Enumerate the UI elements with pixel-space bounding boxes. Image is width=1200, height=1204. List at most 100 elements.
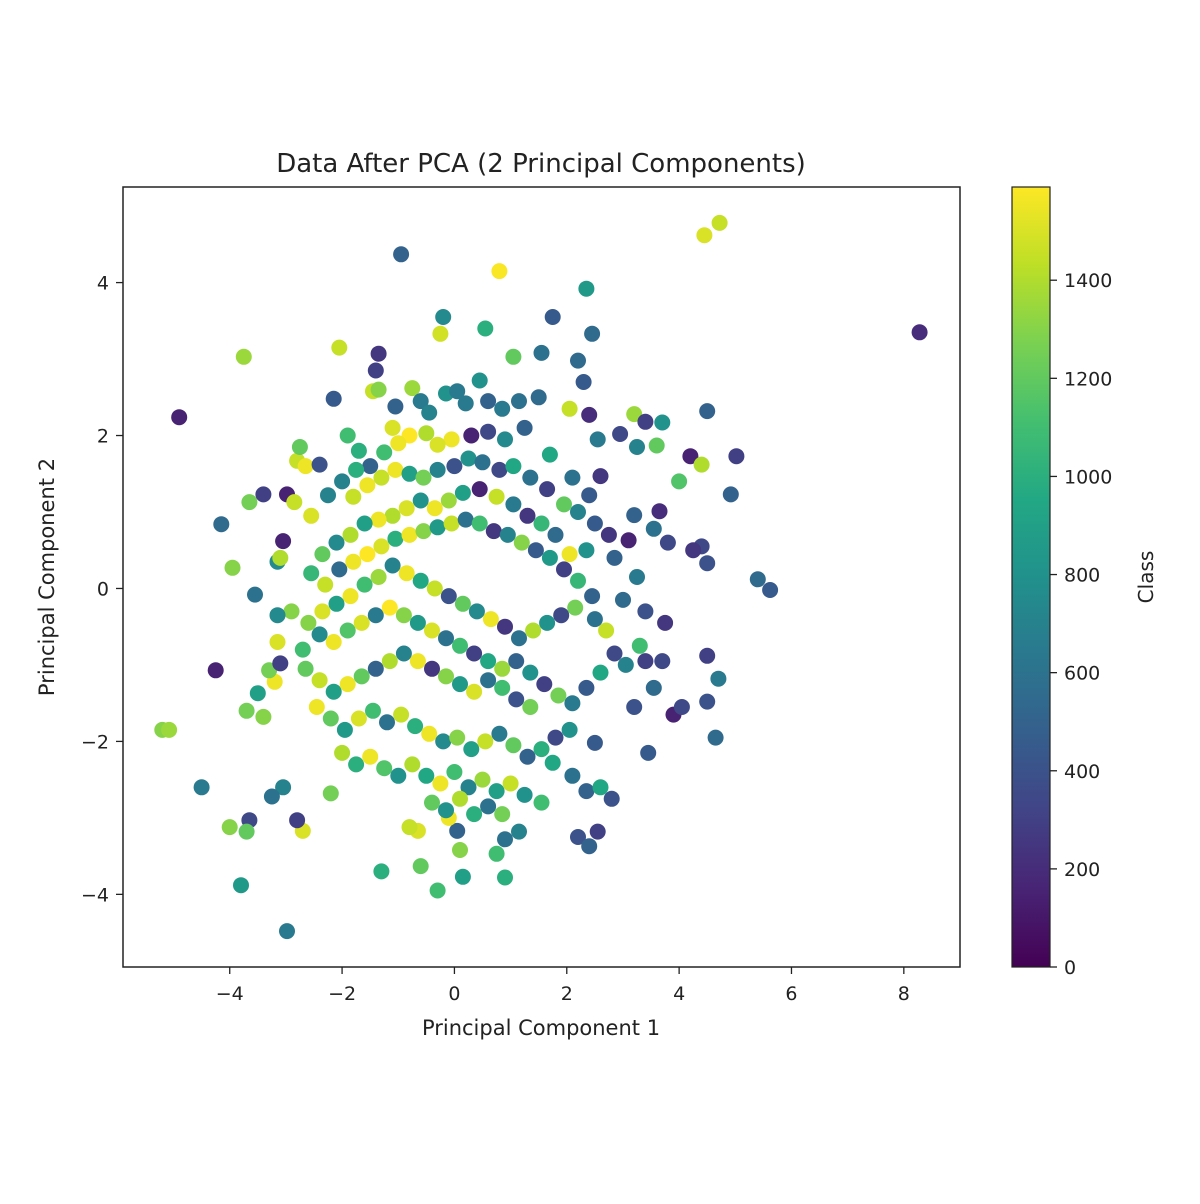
- scatter-point: [460, 779, 477, 796]
- scatter-point: [505, 737, 522, 754]
- scatter-point: [241, 494, 258, 511]
- colorbar-label: Class: [1134, 551, 1158, 604]
- scatter-point: [367, 660, 384, 677]
- scatter-point: [317, 576, 334, 593]
- x-tick-label: 2: [561, 983, 573, 1005]
- colorbar-tick-label: 400: [1064, 761, 1100, 783]
- scatter-point: [255, 486, 272, 503]
- y-tick-label: −2: [81, 731, 109, 753]
- scatter-point: [438, 802, 454, 819]
- scatter-point: [161, 721, 178, 738]
- scatter-point: [395, 607, 412, 624]
- scatter-point: [452, 637, 468, 654]
- x-tick-label: −2: [328, 983, 356, 1005]
- scatter-point: [233, 877, 249, 894]
- scatter-point: [488, 783, 505, 800]
- scatter-point: [381, 599, 398, 616]
- colorbar-tick-label: 800: [1064, 565, 1100, 587]
- scatter-point: [592, 468, 609, 485]
- scatter-point: [657, 614, 674, 631]
- scatter-point: [269, 634, 286, 650]
- scatter-point: [418, 767, 435, 784]
- scatter-point: [617, 656, 634, 673]
- scatter-point: [424, 794, 440, 811]
- scatter-point: [339, 622, 356, 639]
- scatter-point: [303, 565, 320, 582]
- scatter-point: [283, 603, 300, 620]
- scatter-point: [629, 569, 645, 585]
- scatter-point: [393, 246, 410, 263]
- scatter-point: [424, 622, 440, 639]
- scatter-point: [311, 456, 328, 473]
- scatter-point: [370, 511, 387, 528]
- scatter-point: [491, 263, 508, 280]
- scatter-point: [426, 500, 443, 517]
- scatter-point: [171, 409, 188, 426]
- scatter-point: [331, 561, 348, 578]
- scatter-point: [589, 823, 606, 840]
- y-tick-label: −4: [81, 884, 109, 906]
- scatter-point: [541, 446, 558, 463]
- scatter-point: [631, 637, 648, 654]
- scatter-point: [303, 507, 320, 524]
- colorbar-tick-label: 0: [1064, 957, 1076, 979]
- scatter-point: [522, 699, 539, 715]
- colorbar-tick-label: 600: [1064, 663, 1100, 685]
- scatter-point: [370, 381, 387, 398]
- scatter-point: [297, 458, 314, 475]
- scatter-point: [311, 672, 328, 689]
- scatter-point: [331, 339, 348, 356]
- scatter-point: [429, 882, 446, 899]
- scatter-point: [629, 439, 645, 455]
- scatter-point: [511, 393, 527, 410]
- scatter-point: [249, 685, 266, 702]
- scatter-point: [424, 660, 440, 677]
- scatter-point: [491, 725, 508, 742]
- scatter-point: [370, 345, 387, 362]
- scatter-point: [384, 557, 401, 574]
- scatter-point: [421, 725, 438, 742]
- scatter-point: [449, 822, 466, 839]
- scatter-point: [454, 595, 471, 612]
- scatter-point: [367, 362, 384, 379]
- scatter-point: [578, 542, 595, 559]
- scatter-point: [511, 823, 527, 840]
- scatter-point: [539, 614, 556, 631]
- scatter-point: [449, 729, 466, 746]
- colorbar-ticks: 0 200 400 600 800 1000 1200 1400: [1050, 270, 1112, 979]
- scatter-point: [359, 546, 376, 563]
- scatter-point: [373, 469, 390, 486]
- scatter-point: [235, 348, 252, 365]
- scatter-point: [536, 676, 553, 693]
- scatter-point: [581, 487, 598, 504]
- scatter-point: [575, 374, 592, 390]
- y-tick-label: 0: [97, 578, 109, 600]
- scatter-point: [314, 546, 331, 563]
- scatter-point: [516, 419, 533, 436]
- scatter-point: [334, 473, 351, 490]
- scatter-point: [711, 214, 728, 231]
- scatter-point: [710, 670, 727, 687]
- scatter-point: [224, 559, 241, 576]
- scatter-point: [592, 779, 609, 796]
- scatter-point: [671, 473, 688, 490]
- scatter-point: [584, 588, 601, 605]
- scatter-point: [485, 523, 502, 540]
- scatter-point: [564, 469, 581, 486]
- scatter-point: [342, 588, 359, 605]
- scatter-point: [513, 534, 530, 551]
- scatter-point: [415, 523, 432, 540]
- scatter-point: [494, 660, 511, 677]
- scatter-point: [533, 515, 550, 532]
- scatter-point: [598, 622, 615, 639]
- scatter-point: [699, 555, 716, 572]
- scatter-point: [488, 488, 505, 505]
- scatter-point: [435, 733, 452, 750]
- scatter-point: [348, 461, 365, 478]
- scatter-point: [654, 653, 671, 670]
- scatter-point: [626, 406, 643, 423]
- scatter-point: [550, 687, 567, 704]
- scatter-point: [429, 436, 446, 453]
